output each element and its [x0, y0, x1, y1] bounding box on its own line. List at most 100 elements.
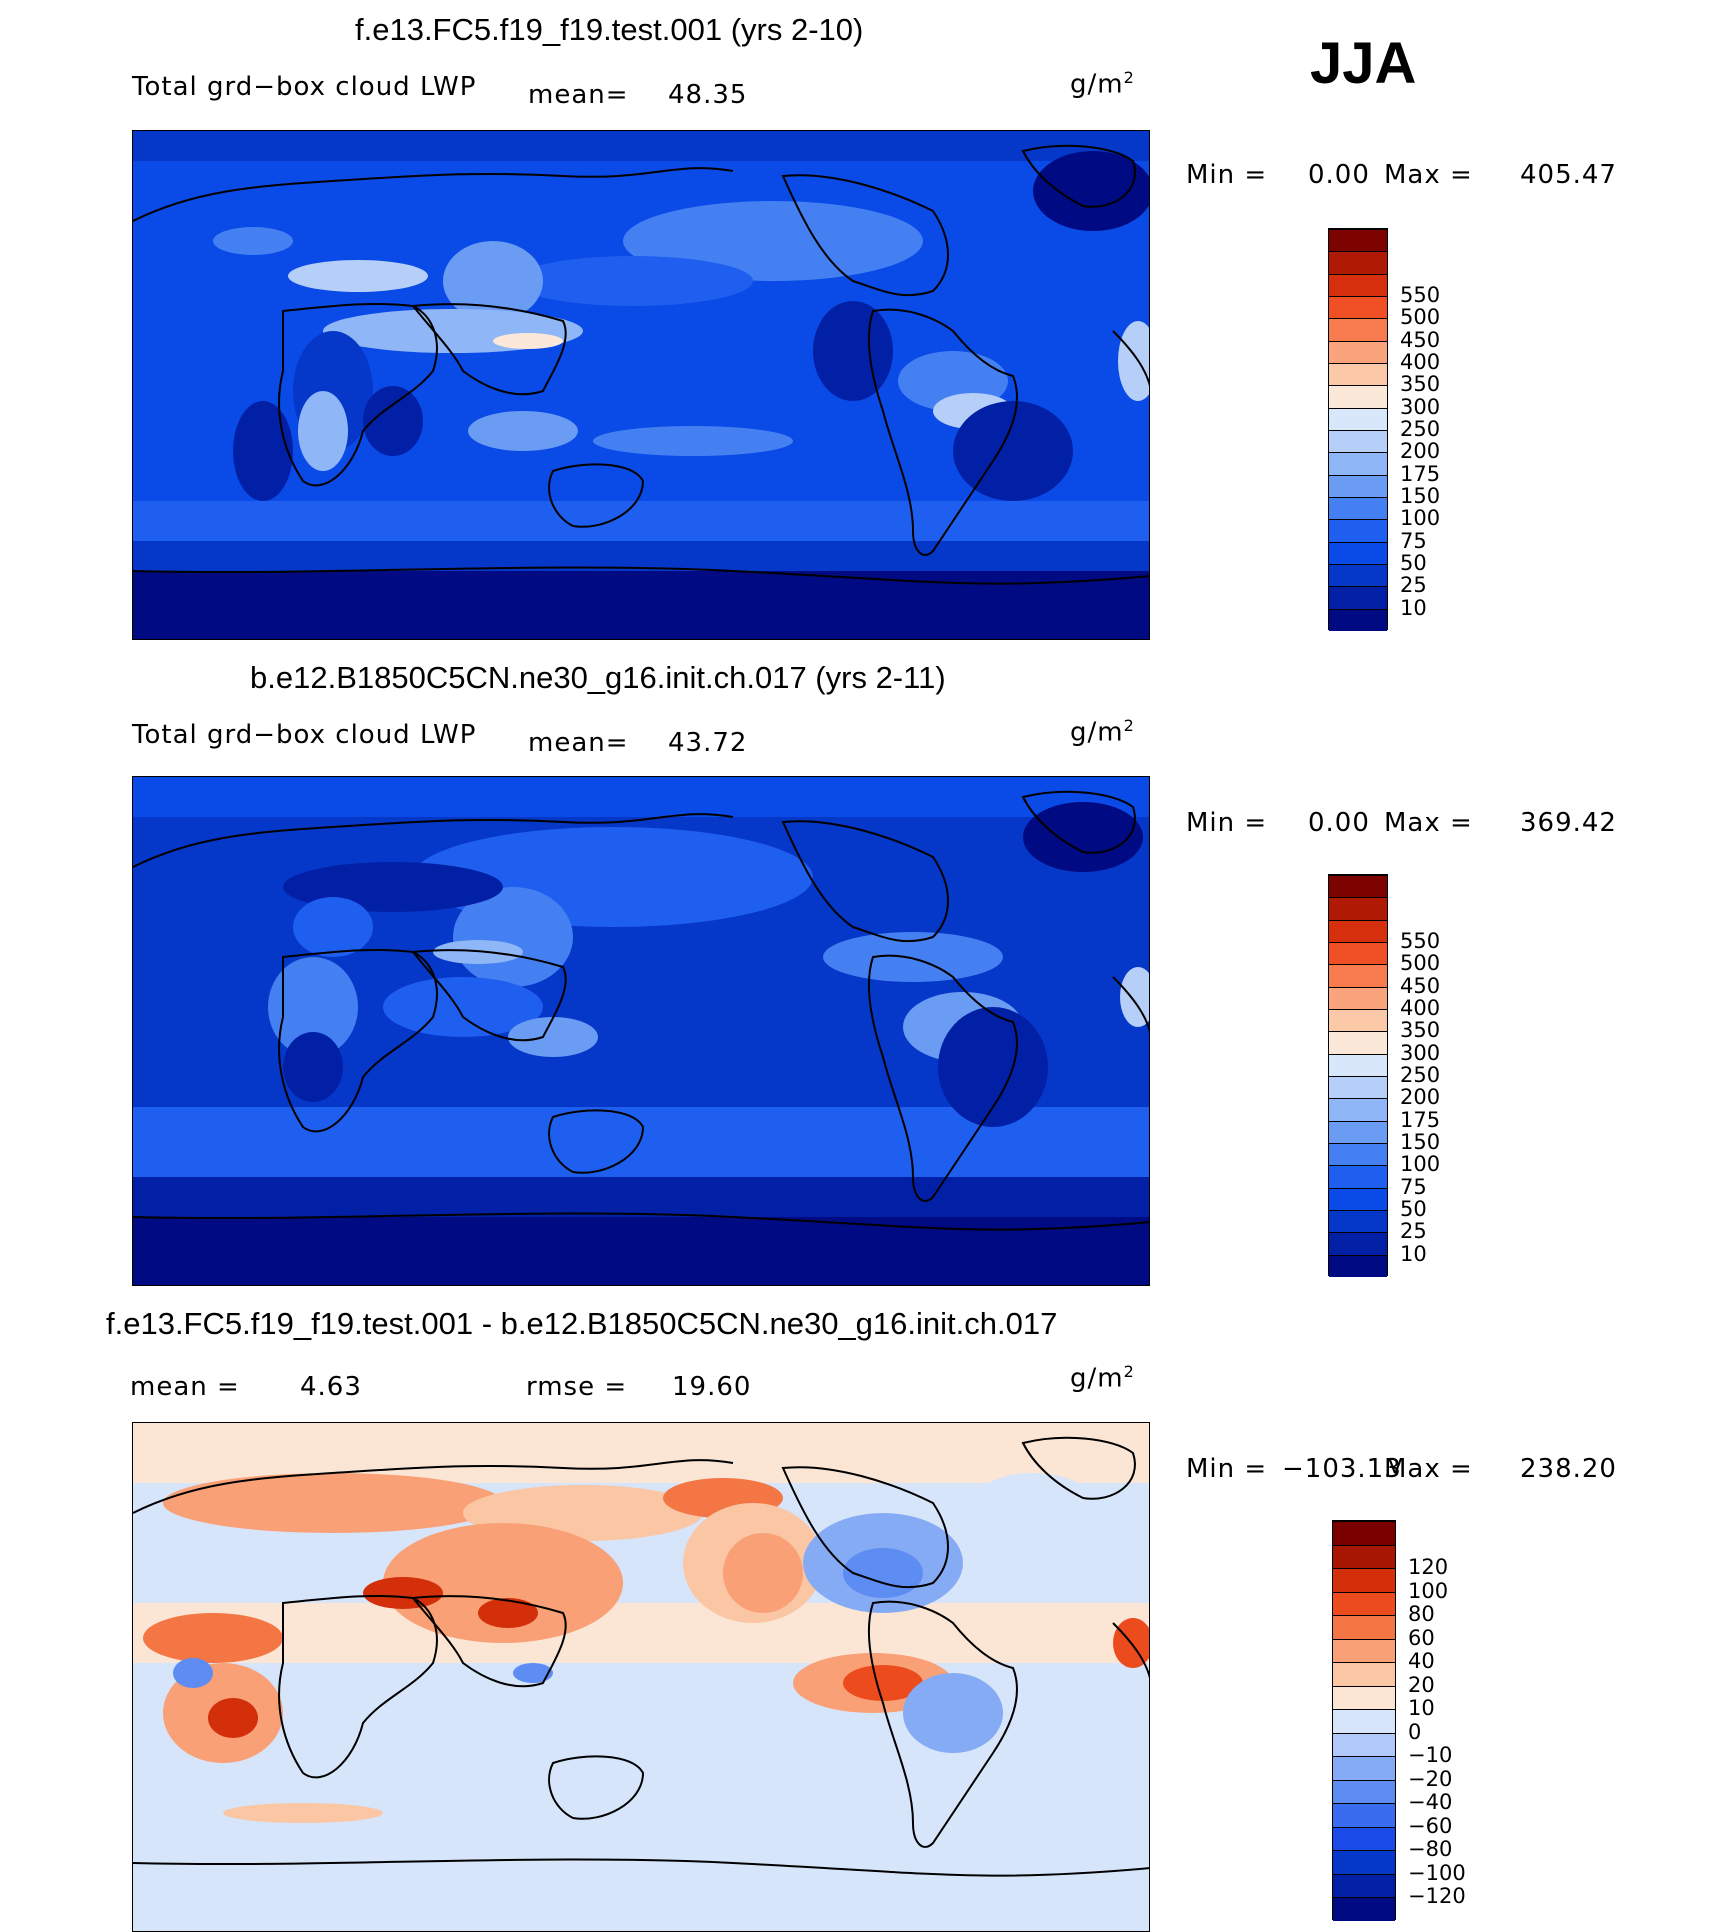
panel1-max-value: 405.47	[1520, 160, 1617, 190]
colorbar-swatch	[1329, 1009, 1387, 1032]
colorbar-swatch	[1329, 1120, 1387, 1143]
colorbar-tick-label: 150	[1400, 484, 1441, 508]
colorbar-tick-label: 100	[1400, 506, 1441, 531]
colorbar-tick-label: 200	[1400, 1085, 1441, 1110]
colorbar-swatch	[1333, 1521, 1395, 1545]
panel2-min-value: 0.00	[1308, 808, 1370, 838]
colorbar-swatch	[1329, 273, 1387, 296]
colorbar-tick-label: 550	[1400, 283, 1441, 307]
colorbar-tick-label: −40	[1408, 1790, 1453, 1815]
colorbar-swatch	[1329, 897, 1387, 920]
colorbar-tick-label: 550	[1400, 929, 1441, 953]
colorbar-swatch	[1333, 1756, 1395, 1780]
panel2-max-label: Max =	[1384, 808, 1473, 838]
colorbar-swatch	[1329, 296, 1387, 319]
colorbar-tick-label: −120	[1408, 1884, 1466, 1909]
panel1-mean-value: 48.35	[668, 80, 748, 110]
panel2-min-label: Min =	[1186, 808, 1268, 838]
panel1-variable-label: Total grd−box cloud LWP	[132, 72, 477, 102]
colorbar-swatch	[1329, 1053, 1387, 1076]
colorbar-tick-label: 10	[1400, 1241, 1427, 1266]
colorbar-swatch	[1333, 1685, 1395, 1710]
colorbar-swatch	[1329, 986, 1387, 1009]
colorbar-swatch	[1329, 608, 1387, 631]
colorbar-tick-label: 0	[1408, 1719, 1422, 1744]
colorbar-swatch	[1329, 586, 1387, 609]
panel1-min-label: Min =	[1186, 160, 1268, 190]
colorbar-tick-label: 25	[1400, 573, 1427, 598]
colorbar-swatch	[1329, 318, 1387, 341]
colorbar-swatch	[1333, 1873, 1395, 1898]
colorbar-tick-label: 450	[1400, 327, 1441, 352]
colorbar-tick-label: 10	[1408, 1696, 1435, 1721]
colorbar-swatch	[1329, 474, 1387, 497]
panel3-units: g/m2	[1070, 1362, 1135, 1394]
colorbar-swatch	[1329, 875, 1387, 898]
colorbar-swatch	[1329, 919, 1387, 942]
panel3-rmse-value: 19.60	[672, 1372, 752, 1402]
colorbar-tick-label: 50	[1400, 551, 1427, 575]
panel1-colorbar	[1328, 228, 1388, 631]
colorbar-tick-label: 40	[1408, 1649, 1435, 1674]
colorbar-swatch	[1329, 1232, 1387, 1255]
colorbar-swatch	[1329, 942, 1387, 965]
panel1-units: g/m2	[1070, 68, 1135, 100]
panel1-min-value: 0.00	[1308, 160, 1370, 190]
panel3-rmse-label: rmse =	[526, 1372, 628, 1402]
colorbar-swatch	[1333, 1591, 1395, 1616]
colorbar-swatch	[1333, 1709, 1395, 1733]
colorbar-tick-label: 75	[1400, 528, 1427, 553]
panel3-max-value: 238.20	[1520, 1454, 1617, 1484]
colorbar-swatch	[1329, 1187, 1387, 1210]
colorbar-tick-label: −80	[1408, 1837, 1453, 1862]
panel2-map	[132, 776, 1150, 1286]
colorbar-tick-label: 500	[1400, 951, 1441, 976]
colorbar-tick-label: 450	[1400, 973, 1441, 998]
colorbar-tick-label: 50	[1400, 1197, 1427, 1221]
panel1-map	[132, 130, 1150, 640]
colorbar-tick-label: 100	[1400, 1152, 1441, 1177]
panel2-colorbar	[1328, 874, 1388, 1277]
colorbar-swatch	[1333, 1615, 1395, 1639]
colorbar-swatch	[1333, 1638, 1395, 1663]
colorbar-swatch	[1329, 519, 1387, 542]
colorbar-swatch	[1329, 407, 1387, 430]
colorbar-tick-label: 300	[1400, 394, 1441, 419]
colorbar-tick-label: 175	[1400, 461, 1441, 486]
colorbar-swatch	[1333, 1662, 1395, 1686]
panel3-mean-label: mean =	[130, 1372, 240, 1402]
colorbar-tick-label: 350	[1400, 1018, 1441, 1043]
panel1-max-label: Max =	[1384, 160, 1473, 190]
colorbar-swatch	[1329, 1254, 1387, 1277]
colorbar-swatch	[1333, 1732, 1395, 1757]
panel3-min-label: Min =	[1186, 1454, 1268, 1484]
panel3-colorbar	[1332, 1520, 1396, 1921]
colorbar-swatch	[1329, 1165, 1387, 1188]
colorbar-tick-label: −10	[1408, 1743, 1453, 1768]
colorbar-swatch	[1329, 964, 1387, 987]
colorbar-swatch	[1333, 1803, 1395, 1827]
colorbar-tick-label: 10	[1400, 595, 1427, 620]
colorbar-swatch	[1329, 363, 1387, 386]
colorbar-tick-label: 250	[1400, 417, 1441, 441]
panel2-title: b.e12.B1850C5CN.ne30_g16.init.ch.017 (yr…	[250, 660, 946, 695]
panel3-map-canvas	[133, 1423, 1149, 1931]
colorbar-tick-label: 60	[1408, 1625, 1435, 1650]
colorbar-tick-label: 120	[1408, 1555, 1449, 1580]
season-label: JJA	[1310, 31, 1417, 96]
colorbar-swatch	[1333, 1779, 1395, 1804]
colorbar-tick-label: −20	[1408, 1766, 1453, 1791]
colorbar-swatch	[1333, 1897, 1395, 1921]
colorbar-swatch	[1329, 251, 1387, 274]
colorbar-tick-label: 150	[1400, 1130, 1441, 1154]
panel2-max-value: 369.42	[1520, 808, 1617, 838]
colorbar-tick-label: −100	[1408, 1860, 1466, 1885]
colorbar-tick-label: 75	[1400, 1174, 1427, 1199]
colorbar-tick-label: 20	[1408, 1672, 1435, 1697]
colorbar-swatch	[1333, 1568, 1395, 1592]
colorbar-swatch	[1329, 541, 1387, 564]
colorbar-swatch	[1329, 497, 1387, 520]
colorbar-tick-label: 25	[1400, 1219, 1427, 1244]
colorbar-swatch	[1329, 430, 1387, 453]
colorbar-tick-label: 250	[1400, 1063, 1441, 1087]
